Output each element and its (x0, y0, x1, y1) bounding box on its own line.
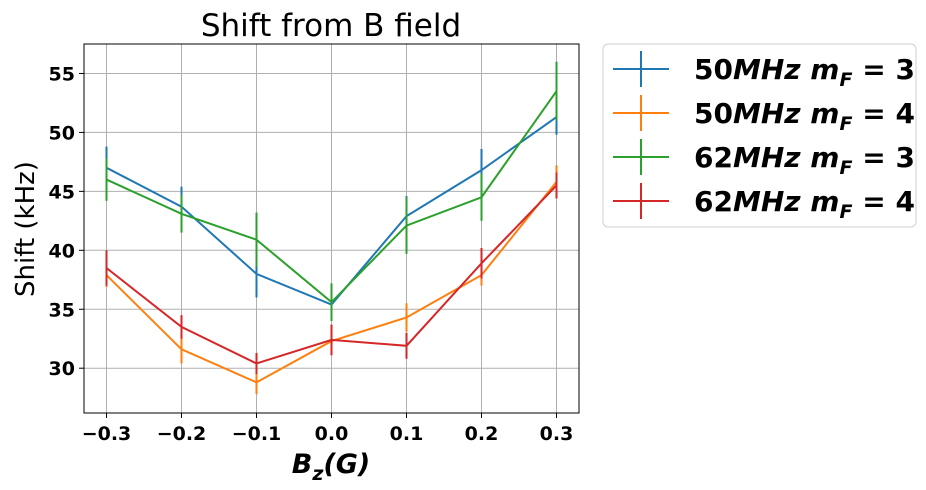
series-3 (105, 61, 558, 322)
y-tick-label: 30 (49, 358, 75, 380)
y-tick-label: 45 (49, 181, 75, 203)
series-group (105, 61, 558, 395)
x-tick-label: −0.2 (157, 423, 207, 445)
legend-item: 50MHz mF = 3 (613, 51, 915, 91)
legend-label: 50MHz mF = 3 (694, 53, 915, 91)
y-tick-label: 35 (49, 299, 75, 321)
legend-item: 62MHz mF = 3 (613, 139, 915, 179)
chart-title: Shift from B field (201, 8, 461, 44)
x-tick-label: 0.3 (540, 423, 574, 445)
y-tick-label: 40 (49, 240, 75, 262)
grid (84, 44, 579, 413)
x-tick-label: 0.0 (315, 423, 349, 445)
legend-item: 62MHz mF = 4 (613, 183, 915, 223)
legend-box (602, 43, 917, 228)
axis-ticks: −0.3 −0.2 −0.1 0.0 0.1 0.2 0.3 30 35 40 45 50 55 (49, 63, 574, 445)
x-tick-label: 0.1 (390, 423, 424, 445)
y-axis-label: Shift (kHz) (11, 161, 41, 297)
legend-label: 62MHz mF = 3 (694, 141, 915, 179)
x-tick-label: −0.3 (82, 423, 132, 445)
legend: 50MHz mF = 3 50MHz mF = 4 62MHz mF = 3 62MH… (602, 43, 917, 228)
y-tick-label: 55 (49, 63, 75, 85)
x-axis-label: Bz(G) (292, 449, 371, 485)
legend-item: 50MHz mF = 4 (613, 95, 915, 135)
x-tick-label: 0.2 (465, 423, 499, 445)
legend-label: 62MHz mF = 4 (694, 185, 915, 223)
x-tick-label: −0.1 (232, 423, 282, 445)
series-4 (105, 172, 558, 375)
legend-label: 50MHz mF = 4 (694, 97, 915, 135)
y-tick-label: 50 (49, 122, 75, 144)
